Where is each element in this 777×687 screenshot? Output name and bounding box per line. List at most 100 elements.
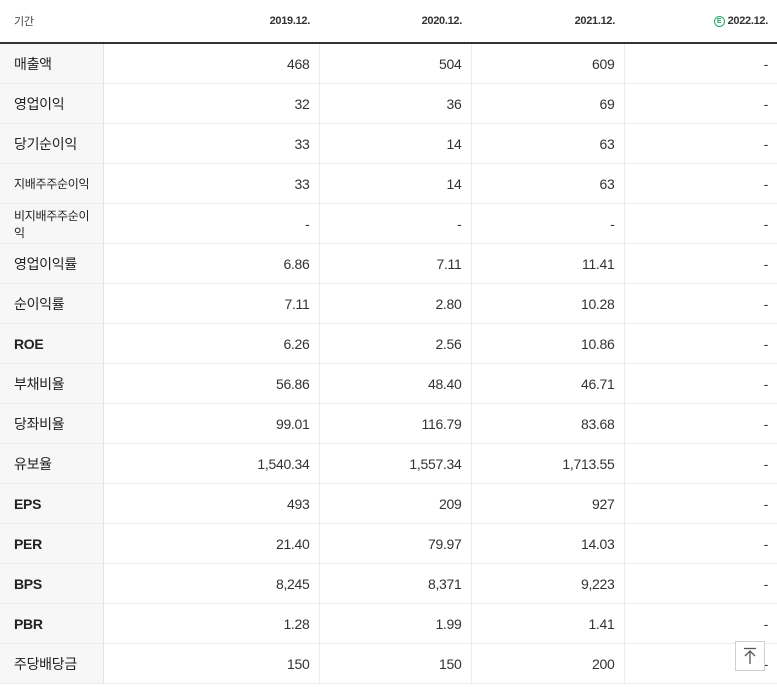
table-cell: - (624, 163, 777, 204)
table-row: PER 21.40 79.97 14.03 - (0, 523, 777, 564)
arrow-up-icon (744, 647, 756, 664)
table-cell: - (624, 323, 777, 364)
table-cell: 609 (471, 43, 625, 84)
table-row: 비지배주주순이익 - - - - (0, 203, 777, 244)
table-cell: 116.79 (319, 403, 472, 444)
table-cell: 9,223 (471, 563, 625, 604)
table-cell: 2.80 (319, 283, 472, 324)
header-row: 기간 2019.12. 2020.12. 2021.12. E 2022.12. (0, 0, 777, 44)
table-row: 매출액 468 504 609 - (0, 43, 777, 84)
table-row: 당좌비율 99.01 116.79 83.68 - (0, 403, 777, 444)
table-cell: 468 (103, 43, 320, 84)
table-cell: 11.41 (471, 243, 625, 284)
table-cell: 6.26 (103, 323, 320, 364)
table-cell: - (624, 203, 777, 244)
table-cell: - (624, 363, 777, 404)
table-cell: - (624, 483, 777, 524)
table-cell: - (624, 243, 777, 284)
row-label-quick-ratio: 당좌비율 (0, 403, 104, 444)
table-cell: 63 (471, 123, 625, 164)
row-label-reserve-ratio: 유보율 (0, 443, 104, 484)
table-row: EPS 493 209 927 - (0, 483, 777, 524)
table-cell: 14.03 (471, 523, 625, 564)
table-cell: 493 (103, 483, 320, 524)
table-row: 당기순이익 33 14 63 - (0, 123, 777, 164)
table-cell: 1.99 (319, 603, 472, 644)
table-row: 순이익률 7.11 2.80 10.28 - (0, 283, 777, 324)
table-row: 주당배당금 150 150 200 - (0, 643, 777, 684)
table-cell: 7.11 (103, 283, 320, 324)
table-row: 영업이익 32 36 69 - (0, 83, 777, 124)
table-cell: 2.56 (319, 323, 472, 364)
row-label-operating-income: 영업이익 (0, 83, 104, 124)
table-cell: 10.86 (471, 323, 625, 364)
table-cell: 79.97 (319, 523, 472, 564)
table-cell: 14 (319, 163, 472, 204)
row-label-bps: BPS (0, 563, 104, 604)
table-cell: - (319, 203, 472, 244)
table-row: PBR 1.28 1.99 1.41 - (0, 603, 777, 644)
table-cell: 1,557.34 (319, 443, 472, 484)
row-label-debt-ratio: 부채비율 (0, 363, 104, 404)
row-label-revenue: 매출액 (0, 43, 104, 84)
period-header: 2020.12. (319, 0, 471, 44)
row-label-net-margin: 순이익률 (0, 283, 104, 324)
table-cell: 6.86 (103, 243, 320, 284)
period-header-estimate: E 2022.12. (624, 0, 777, 44)
table-cell: - (624, 83, 777, 124)
table-row: ROE 6.26 2.56 10.86 - (0, 323, 777, 364)
table-cell: 48.40 (319, 363, 472, 404)
table-cell: - (624, 603, 777, 644)
table-cell: 209 (319, 483, 472, 524)
table-cell: 69 (471, 83, 625, 124)
period-header: 2021.12. (471, 0, 624, 44)
table-cell: - (103, 203, 320, 244)
row-label-roe: ROE (0, 323, 104, 364)
table-cell: 504 (319, 43, 472, 84)
row-label-noncontrolling-net-income: 비지배주주순이익 (0, 203, 104, 244)
row-label-pbr: PBR (0, 603, 104, 644)
table-cell: 8,371 (319, 563, 472, 604)
table-cell: 83.68 (471, 403, 625, 444)
table-row: 부채비율 56.86 48.40 46.71 - (0, 363, 777, 404)
table-cell: 927 (471, 483, 625, 524)
table-cell: 21.40 (103, 523, 320, 564)
row-label-dividend-per-share: 주당배당금 (0, 643, 104, 684)
table-cell: 10.28 (471, 283, 625, 324)
table-cell: - (624, 123, 777, 164)
table-row: BPS 8,245 8,371 9,223 - (0, 563, 777, 604)
table-cell: 1.41 (471, 603, 625, 644)
table-cell: 63 (471, 163, 625, 204)
table-cell: - (624, 283, 777, 324)
table-row: 지배주주순이익 33 14 63 - (0, 163, 777, 204)
estimate-badge-icon: E (713, 16, 725, 27)
table-cell: - (624, 43, 777, 84)
table-cell: 150 (103, 643, 320, 684)
row-label-net-income: 당기순이익 (0, 123, 104, 164)
table-cell: 33 (103, 163, 320, 204)
table-cell: 14 (319, 123, 472, 164)
table-cell: 1,540.34 (103, 443, 320, 484)
row-label-per: PER (0, 523, 104, 564)
scroll-to-top-button[interactable] (735, 641, 765, 671)
row-label-operating-margin: 영업이익률 (0, 243, 104, 284)
period-header-label: 기간 (0, 0, 103, 44)
table-cell: 7.11 (319, 243, 472, 284)
table-cell: 8,245 (103, 563, 320, 604)
table-cell: - (624, 443, 777, 484)
period-header-estimate-label: 2022.12. (727, 15, 769, 27)
table-cell: - (624, 403, 777, 444)
table-cell: 200 (471, 643, 625, 684)
table-cell: 1.28 (103, 603, 320, 644)
table-cell: 36 (319, 83, 472, 124)
table-cell: 150 (319, 643, 472, 684)
table-cell: - (624, 523, 777, 564)
table-cell: 33 (103, 123, 320, 164)
table-cell: 46.71 (471, 363, 625, 404)
table-cell: 32 (103, 83, 320, 124)
row-label-controlling-net-income: 지배주주순이익 (0, 163, 104, 204)
row-label-eps: EPS (0, 483, 104, 524)
table-row: 영업이익률 6.86 7.11 11.41 - (0, 243, 777, 284)
table-cell: - (624, 563, 777, 604)
